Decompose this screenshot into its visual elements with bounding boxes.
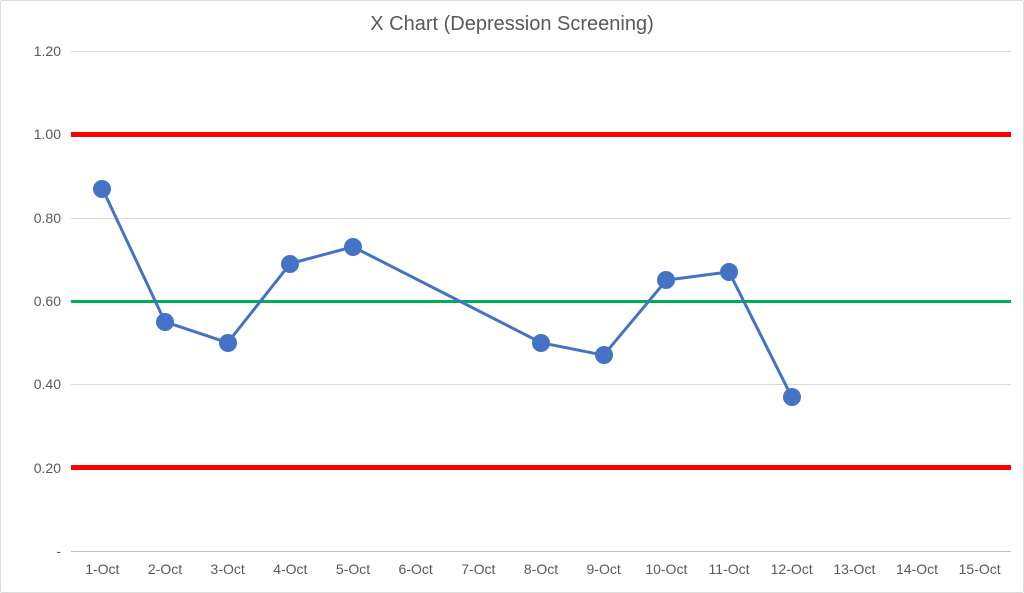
- plot-area: -0.200.400.600.801.001.201-Oct2-Oct3-Oct…: [71, 51, 1011, 551]
- x-tick-label: 11-Oct: [709, 561, 750, 577]
- x-tick-label: 14-Oct: [896, 561, 938, 577]
- data-point: [93, 180, 111, 198]
- data-point: [219, 334, 237, 352]
- chart-title: X Chart (Depression Screening): [1, 13, 1023, 36]
- x-tick-label: 1-Oct: [85, 561, 119, 577]
- data-point: [344, 238, 362, 256]
- y-tick-label: 0.80: [16, 210, 61, 226]
- x-tick-label: 4-Oct: [273, 561, 307, 577]
- data-point: [657, 271, 675, 289]
- x-tick-label: 5-Oct: [336, 561, 370, 577]
- y-gridline: [71, 384, 1011, 385]
- x-tick-label: 12-Oct: [771, 561, 813, 577]
- x-tick-label: 10-Oct: [645, 561, 687, 577]
- x-tick-label: 6-Oct: [399, 561, 433, 577]
- center-line: [71, 300, 1011, 303]
- x-tick-label: 15-Oct: [959, 561, 1001, 577]
- x-tick-label: 7-Oct: [461, 561, 495, 577]
- x-tick-label: 13-Oct: [833, 561, 875, 577]
- chart-container: X Chart (Depression Screening) -0.200.40…: [0, 0, 1024, 593]
- x-tick-label: 2-Oct: [148, 561, 182, 577]
- x-axis-line: [71, 551, 1011, 552]
- y-tick-label: 0.40: [16, 376, 61, 392]
- data-point: [281, 255, 299, 273]
- y-tick-label: 0.60: [16, 293, 61, 309]
- data-point: [595, 346, 613, 364]
- y-tick-label: 1.00: [16, 126, 61, 142]
- x-tick-label: 8-Oct: [524, 561, 558, 577]
- data-point: [532, 334, 550, 352]
- y-gridline: [71, 218, 1011, 219]
- data-point: [720, 263, 738, 281]
- y-tick-label: -: [16, 543, 61, 559]
- y-gridline: [71, 51, 1011, 52]
- data-point: [783, 388, 801, 406]
- x-tick-label: 3-Oct: [211, 561, 245, 577]
- ucl-line: [71, 132, 1011, 137]
- x-tick-label: 9-Oct: [587, 561, 621, 577]
- data-point: [156, 313, 174, 331]
- lcl-line: [71, 465, 1011, 470]
- y-tick-label: 0.20: [16, 460, 61, 476]
- y-tick-label: 1.20: [16, 43, 61, 59]
